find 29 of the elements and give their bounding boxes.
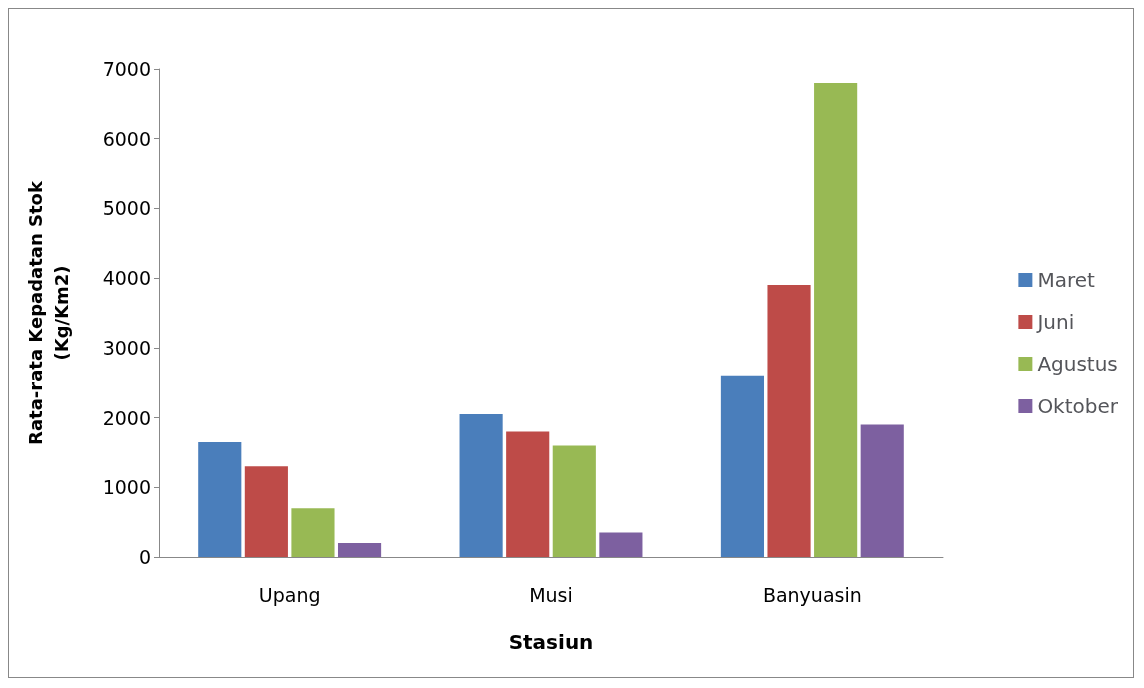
bar (599, 532, 643, 557)
legend-label: Oktober (1037, 394, 1119, 418)
bar (291, 508, 335, 557)
y-tick-label: 0 (138, 546, 151, 568)
y-tick-label: 3000 (102, 336, 151, 359)
y-tick-label: 7000 (102, 58, 151, 80)
y-tick-label: 6000 (102, 127, 151, 150)
bar (720, 375, 765, 557)
x-tick-label: Banyuasin (762, 583, 862, 606)
y-tick-label: 2000 (102, 406, 151, 429)
legend-label: Juni (1035, 310, 1075, 334)
legend-label: Maret (1037, 268, 1095, 292)
bar (337, 543, 382, 557)
y-tick-label: 5000 (102, 197, 151, 220)
bar (244, 466, 288, 557)
bar (459, 414, 503, 557)
y-tick-label: 1000 (102, 476, 151, 499)
x-tick-label: Upang (258, 583, 321, 606)
x-axis-title: Stasiun (508, 630, 594, 654)
bar (814, 82, 858, 557)
bar (198, 441, 242, 557)
bar (552, 445, 596, 557)
x-tick-label: Musi (529, 583, 573, 606)
bar (767, 285, 811, 557)
y-axis-title: Rata-rata Kepadatan Stok (Kg/Km2) (24, 180, 72, 445)
bar (506, 431, 550, 557)
y-tick-label: 4000 (102, 267, 151, 290)
legend-label: Agustus (1037, 352, 1118, 376)
bar (860, 424, 904, 557)
